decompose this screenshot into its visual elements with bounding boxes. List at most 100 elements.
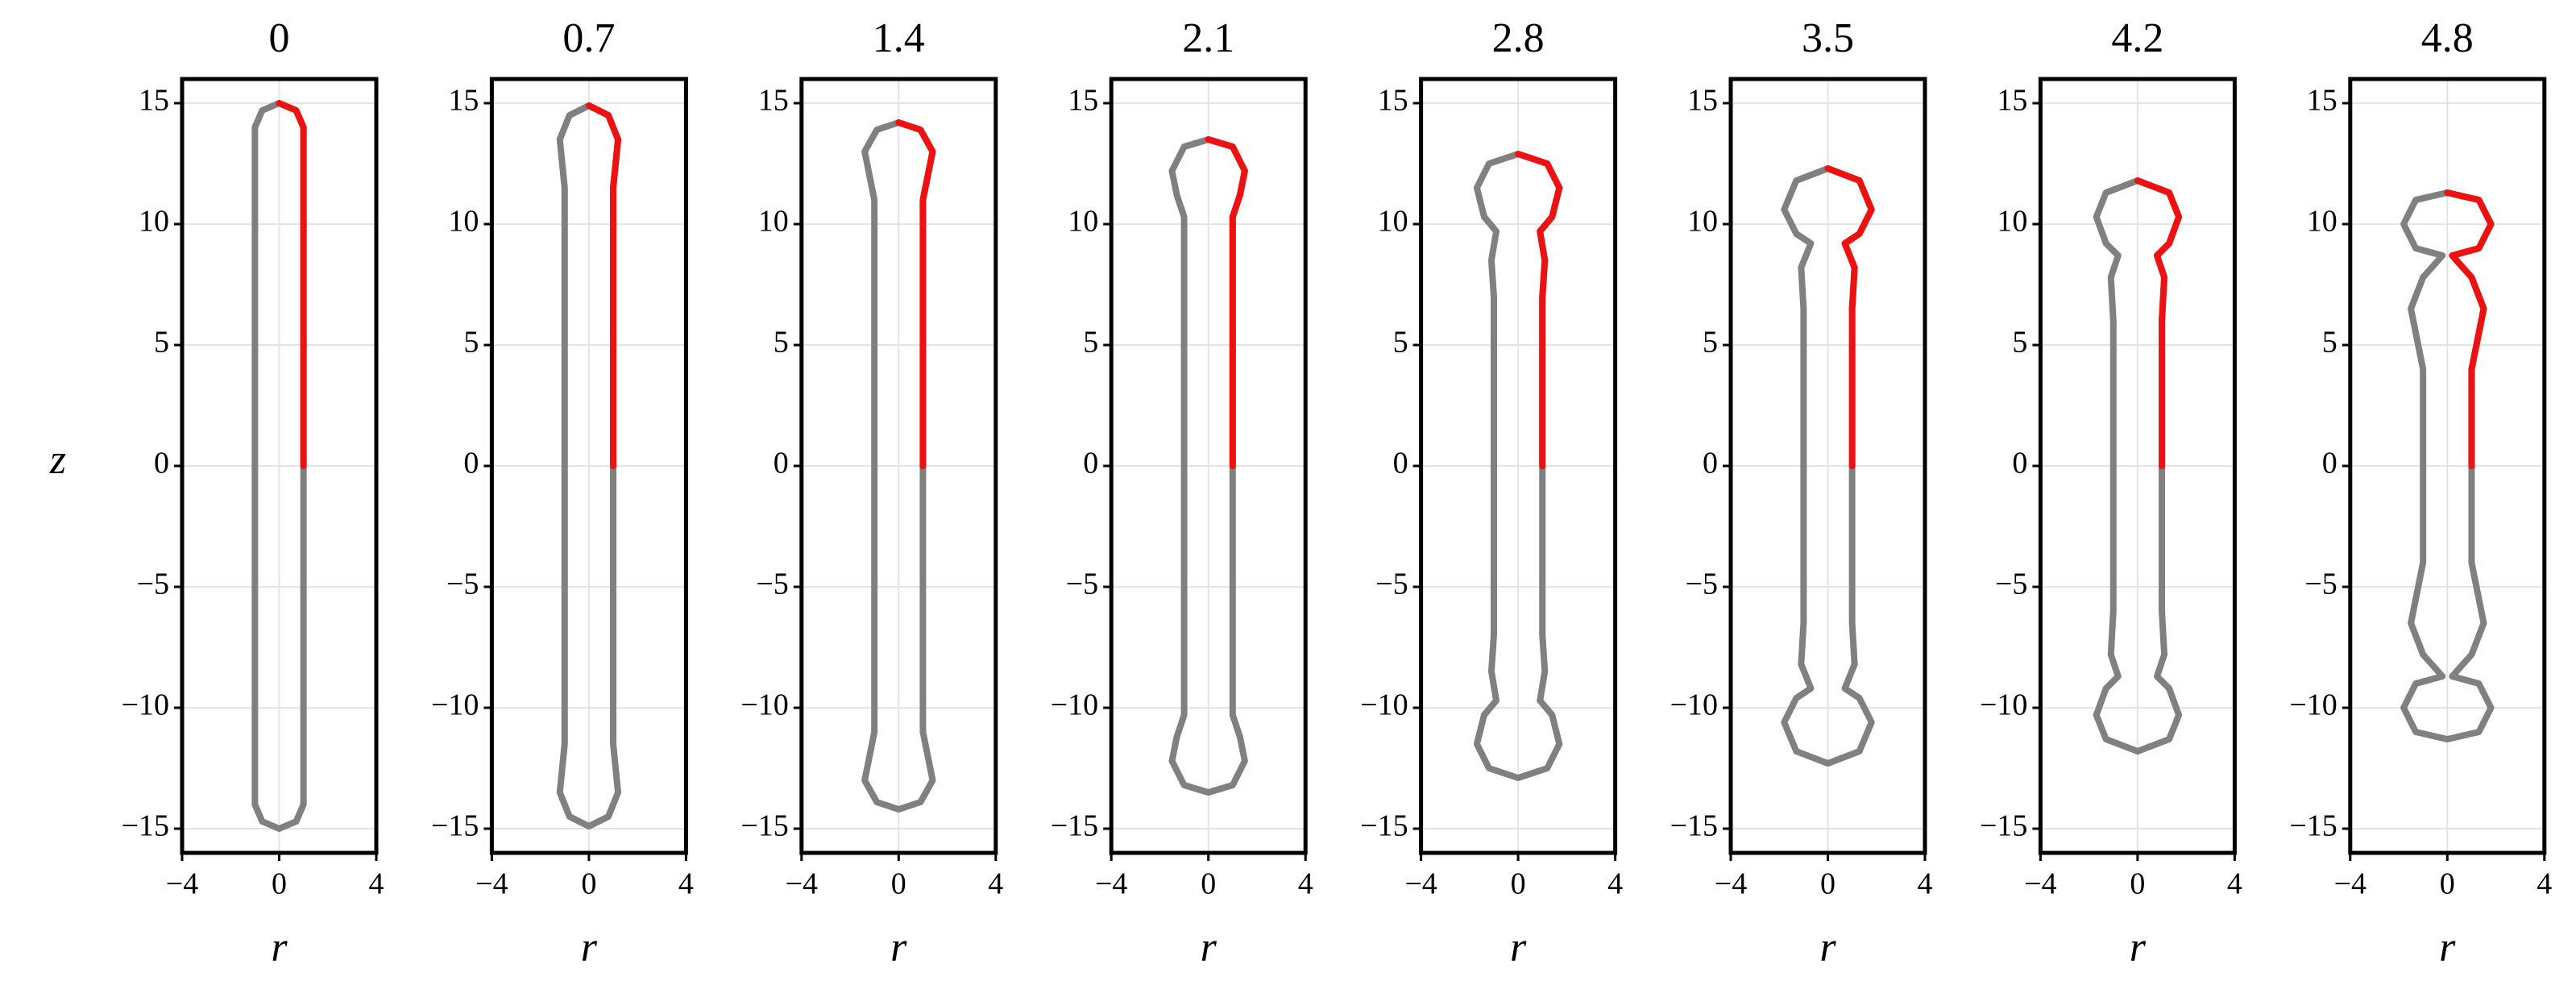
y-tick-label: −15 <box>1360 809 1408 843</box>
x-tick-label: 4 <box>369 867 384 901</box>
y-tick-label: −15 <box>2289 809 2337 843</box>
y-tick-label: −15 <box>740 809 788 843</box>
y-tick-label: 5 <box>774 326 789 360</box>
y-tick-label: 15 <box>1378 84 1408 118</box>
y-tick-label: 15 <box>139 84 169 118</box>
x-axis-label: r <box>2439 925 2456 971</box>
y-tick-label: 0 <box>1393 447 1408 480</box>
axes-frame <box>2348 77 2547 855</box>
y-tick-label: 15 <box>1687 84 1718 118</box>
y-tick-label: −15 <box>1670 809 1718 843</box>
curve <box>2134 177 2183 469</box>
x-tick-label: 4 <box>1298 867 1313 901</box>
panel-title: 4.2 <box>2111 15 2163 61</box>
x-tick-label: 0 <box>2440 867 2455 901</box>
x-tick-label: −4 <box>2334 867 2367 901</box>
panel-title: 1.4 <box>873 15 925 61</box>
x-tick-label: 4 <box>2227 867 2242 901</box>
y-tick-label: 15 <box>758 84 789 118</box>
x-tick-label: 4 <box>678 867 694 901</box>
y-tick-label: 0 <box>1703 447 1718 480</box>
x-tick-label: 0 <box>1511 867 1526 901</box>
panel: −15 −10 −5 0 5 10 15 −4 0 4 3.5 r <box>1670 15 1933 971</box>
x-tick-label: −4 <box>1404 867 1437 901</box>
x-tick-label: −4 <box>2024 867 2056 901</box>
panel-title: 2.1 <box>1182 15 1234 61</box>
curve <box>276 100 307 469</box>
x-tick-label: 4 <box>1918 867 1933 901</box>
y-tick-label: −5 <box>1995 568 2027 601</box>
panel: −15 −10 −5 0 5 10 15 −4 0 4 4.8 r <box>2289 15 2552 971</box>
y-tick-label: −10 <box>1980 688 2027 722</box>
axes-frame <box>1728 77 1927 855</box>
curve <box>895 119 936 469</box>
y-tick-label: 10 <box>139 205 169 239</box>
panel: −15 −10 −5 0 5 10 15 −4 0 4 1.4 r <box>740 15 1003 971</box>
y-tick-label: −5 <box>137 568 169 601</box>
axes-frame <box>180 77 379 855</box>
y-axis-label: z <box>49 437 66 483</box>
y-tick-label: 15 <box>448 84 479 118</box>
panel: −15 −10 −5 0 5 10 15 −4 0 4 4.2 r <box>1980 15 2242 971</box>
y-tick-label: 15 <box>2307 84 2337 118</box>
y-tick-label: −5 <box>446 568 479 601</box>
y-tick-label: 0 <box>2322 447 2337 480</box>
axes-frame <box>1109 77 1308 855</box>
y-tick-label: 5 <box>1393 326 1408 360</box>
axes-frame <box>1419 77 1618 855</box>
x-tick-label: 0 <box>891 867 906 901</box>
x-axis-label: r <box>1510 925 1527 971</box>
curve <box>1515 151 1563 469</box>
y-tick-label: 0 <box>774 447 789 480</box>
y-tick-label: −10 <box>740 688 788 722</box>
y-tick-label: 0 <box>1083 447 1098 480</box>
x-tick-label: 0 <box>581 867 596 901</box>
panel-title: 3.5 <box>1802 15 1854 61</box>
y-tick-label: −10 <box>1670 688 1718 722</box>
y-tick-label: −10 <box>1051 688 1098 722</box>
curve <box>2444 189 2495 469</box>
y-tick-label: 10 <box>448 205 479 239</box>
y-tick-label: −10 <box>2289 688 2337 722</box>
x-tick-label: −4 <box>166 867 198 901</box>
y-tick-label: 5 <box>1703 326 1718 360</box>
y-tick-label: 5 <box>463 326 479 360</box>
panel: −15 −10 −5 0 5 10 15 −4 0 4 0.7 r <box>431 15 694 971</box>
y-tick-label: 10 <box>2307 205 2337 239</box>
y-tick-label: −15 <box>1051 809 1098 843</box>
x-axis-label: r <box>2130 925 2147 971</box>
axes-frame <box>799 77 998 855</box>
y-tick-label: −5 <box>2304 568 2337 601</box>
curve <box>585 102 622 469</box>
y-tick-label: −5 <box>1375 568 1408 601</box>
panel-title: 2.8 <box>1492 15 1545 61</box>
y-tick-label: −10 <box>1360 688 1408 722</box>
y-tick-label: −10 <box>122 688 169 722</box>
x-tick-label: 0 <box>1820 867 1836 901</box>
x-tick-label: 0 <box>2130 867 2145 901</box>
x-axis-label: r <box>1819 925 1836 971</box>
y-tick-label: −10 <box>431 688 479 722</box>
y-tick-label: 15 <box>1997 84 2027 118</box>
panel-title: 0 <box>269 15 290 61</box>
y-tick-label: 10 <box>1378 205 1408 239</box>
x-tick-label: −4 <box>1095 867 1127 901</box>
y-tick-label: 0 <box>2012 447 2027 480</box>
y-tick-label: 15 <box>1068 84 1098 118</box>
x-axis-label: r <box>581 925 598 971</box>
y-tick-label: −15 <box>122 809 169 843</box>
y-tick-label: −15 <box>431 809 479 843</box>
y-tick-label: −5 <box>1686 568 1718 601</box>
x-tick-label: 0 <box>272 867 287 901</box>
x-axis-label: r <box>890 925 907 971</box>
axes-frame <box>489 77 688 855</box>
x-tick-label: 4 <box>2537 867 2552 901</box>
axes-frame <box>2038 77 2237 855</box>
x-tick-label: −4 <box>1715 867 1747 901</box>
x-tick-label: 4 <box>1607 867 1623 901</box>
panel: −15 −10 −5 0 5 10 15 −4 0 4 0 r z <box>49 15 384 971</box>
panel-title: 4.8 <box>2421 15 2474 61</box>
y-tick-label: 5 <box>1083 326 1098 360</box>
